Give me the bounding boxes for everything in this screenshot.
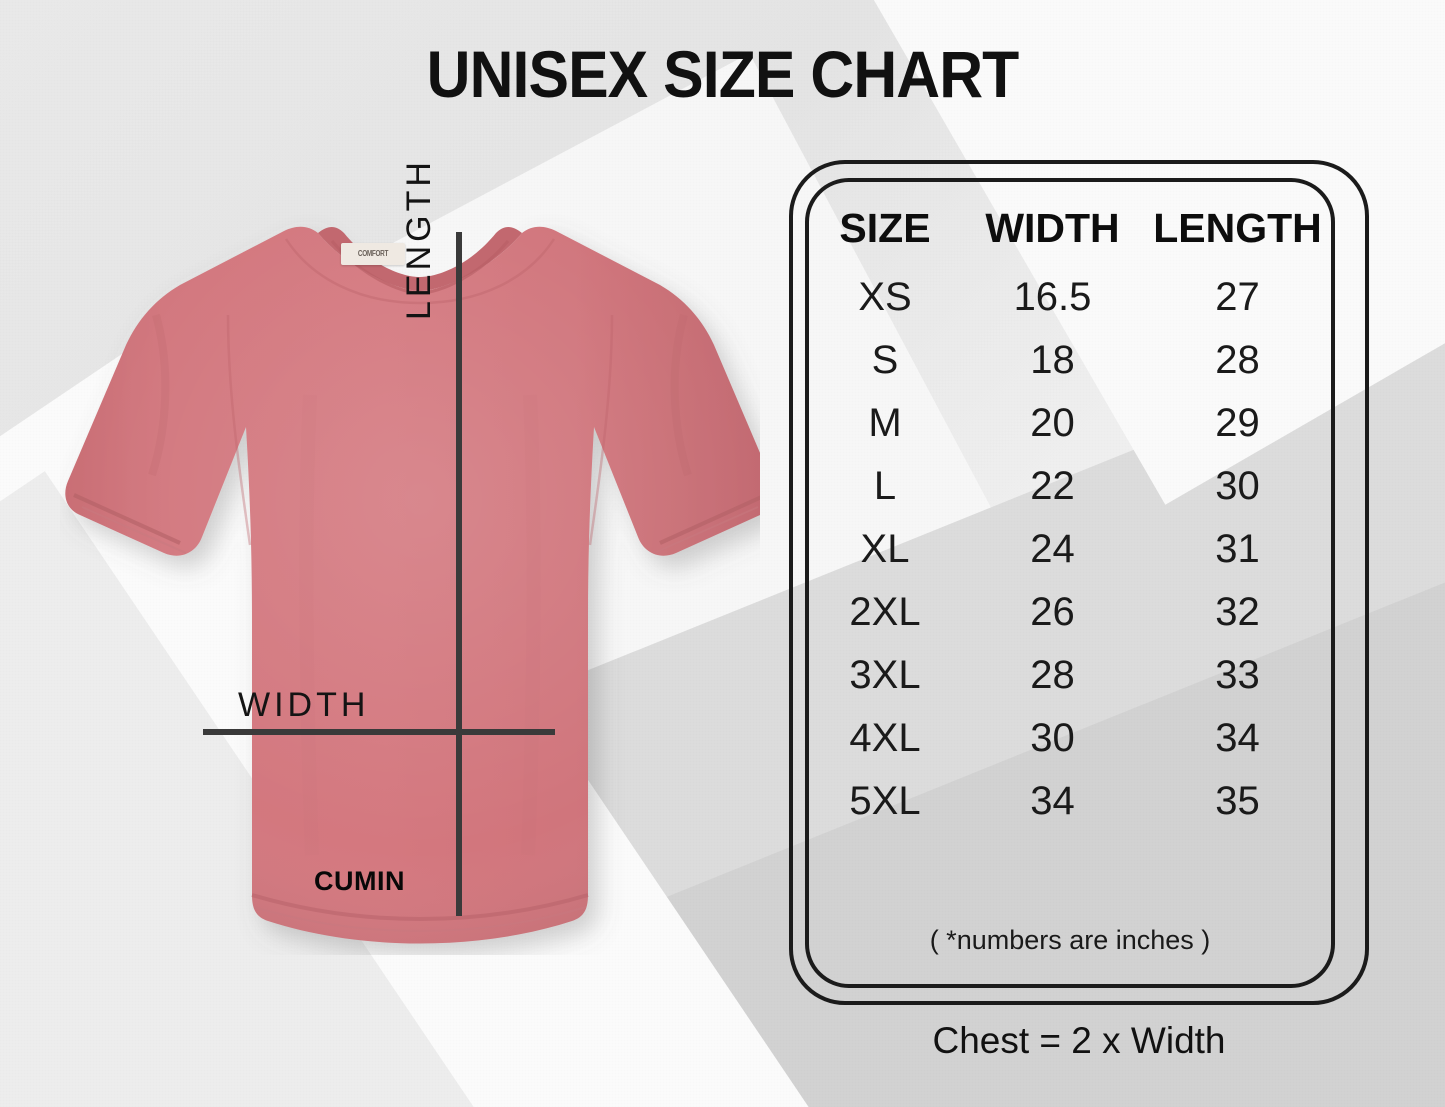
tshirt-illustration [60,195,760,955]
cell-length: 27 [1215,275,1260,319]
cell-width: 24 [1030,527,1075,571]
color-name-label: CUMIN [314,866,405,896]
cell-size: XL [860,527,910,571]
table-row: 2XL 26 32 [810,581,1330,644]
table-row: 4XL 30 34 [810,707,1330,770]
cell-width: 22 [1030,464,1075,508]
left-sleeve-hem [73,493,181,545]
length-guide-line [456,232,462,916]
bottom-hem-stitch [253,906,587,932]
table-header-row: SIZE WIDTH LENGTH [810,205,1330,266]
length-label: LENGTH [400,158,438,320]
table-row: L 22 30 [810,455,1330,518]
neck-tag: COMFORT [341,243,405,265]
fold-left-sleeve [148,313,170,477]
table-body: XS 16.5 27 S 18 28 M 20 29 L 22 30 XL 24 [810,266,1330,833]
cell-length: 29 [1215,401,1260,445]
cell-width: 30 [1030,716,1075,760]
cell-size: 2XL [849,590,921,634]
shoulder-seam [284,238,556,305]
table-row: XS 16.5 27 [810,266,1330,329]
table-row: S 18 28 [810,329,1330,392]
cell-width: 28 [1030,653,1075,697]
fold-body-right [521,394,541,856]
table-head: SIZE WIDTH LENGTH [810,205,1330,266]
table-row: 3XL 28 33 [810,644,1330,707]
cell-length: 28 [1215,338,1260,382]
table-row: XL 24 31 [810,518,1330,581]
page-title: UNISEX SIZE CHART [426,37,1020,111]
bottom-hem [251,893,589,921]
left-sleeve-hem-stitch [81,506,187,554]
tshirt-svg [65,226,760,944]
cell-length: 32 [1215,590,1260,634]
units-note: ( *numbers are inches ) [929,925,1211,955]
table-panel-inner-border [805,178,1335,988]
column-header-length: LENGTH [1153,205,1322,251]
left-armhole-seam [226,314,252,546]
collar-stitch [330,240,510,295]
column-header-size: SIZE [839,205,931,251]
cell-width: 20 [1030,401,1075,445]
cell-length: 30 [1215,464,1260,508]
cell-length: 35 [1215,779,1260,823]
cell-size: 4XL [849,716,921,760]
cell-size: S [871,338,899,382]
cell-size: XS [858,275,912,319]
neck-tag-text: COMFORT [357,249,389,258]
width-label: WIDTH [238,686,370,724]
fold-right-sleeve [670,313,692,477]
right-sleeve-hem-stitch [653,506,759,554]
cell-size: 5XL [849,779,921,823]
size-chart-table: SIZE WIDTH LENGTH XS 16.5 27 S 18 28 M 2… [810,205,1330,833]
width-guide-line [203,729,555,735]
table-row: 5XL 34 35 [810,770,1330,833]
right-sleeve-hem [659,495,760,545]
cell-width: 26 [1030,590,1075,634]
fold-body-left [299,394,319,856]
column-header-width: WIDTH [985,205,1120,251]
cell-length: 33 [1215,653,1260,697]
cell-length: 34 [1215,716,1260,760]
cell-size: 3XL [849,653,921,697]
cell-size: M [868,401,902,445]
cell-width: 16.5 [1013,275,1092,319]
right-armhole-seam [588,314,614,546]
chest-formula-note: Chest = 2 x Width [932,1020,1226,1061]
tshirt-shading [65,226,760,944]
table-panel-outer-border [789,160,1369,1005]
cell-width: 34 [1030,779,1075,823]
cell-length: 31 [1215,527,1260,571]
cell-width: 18 [1030,338,1075,382]
table-row: M 20 29 [810,392,1330,455]
cell-size: L [873,464,897,508]
